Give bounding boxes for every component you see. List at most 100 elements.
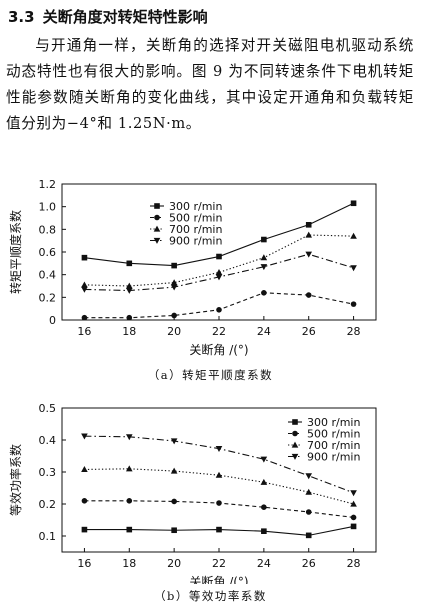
data-point [261, 236, 267, 243]
x-axis-label: 关断角 /(°) [189, 342, 248, 357]
y-tick-label: 0 [49, 314, 56, 327]
data-point [260, 254, 268, 261]
legend-label: 700 r/min [307, 439, 360, 452]
data-point [81, 314, 88, 321]
data-point [305, 532, 312, 539]
legend-label: 900 r/min [307, 451, 360, 464]
x-tick-label: 22 [212, 557, 226, 570]
x-tick-label: 18 [122, 325, 136, 338]
data-point [260, 478, 268, 485]
data-point [81, 254, 88, 261]
x-tick-label: 24 [257, 557, 271, 570]
data-point [81, 466, 88, 473]
x-tick-label: 28 [347, 557, 361, 570]
data-point [216, 500, 222, 506]
legend-label: 500 r/min [169, 212, 222, 225]
data-point [125, 465, 133, 472]
data-point [350, 200, 357, 207]
series-line [84, 292, 354, 319]
x-tick-label: 16 [77, 325, 91, 338]
x-tick-label: 24 [257, 325, 271, 338]
data-point [126, 498, 133, 504]
y-tick-label: 0.5 [39, 402, 57, 415]
data-point [215, 274, 223, 281]
data-point [81, 498, 88, 504]
y-axis-label: 转矩平顺度系数 [8, 210, 23, 294]
x-tick-label: 20 [167, 325, 181, 338]
data-point [81, 433, 88, 440]
legend-label: 500 r/min [307, 428, 360, 441]
legend-marker [154, 214, 160, 221]
data-point [305, 222, 312, 228]
section-title: 关断角度对转矩特性影响 [42, 8, 208, 26]
legend-marker [153, 237, 161, 244]
legend-marker [153, 225, 161, 232]
data-point [170, 467, 178, 474]
data-point [260, 264, 268, 271]
data-point [170, 438, 178, 445]
data-point [171, 498, 177, 505]
data-point [305, 292, 312, 298]
caption-b: （b）等效功率系数 [154, 589, 267, 603]
data-point [261, 528, 267, 534]
data-point [305, 488, 313, 495]
data-point [126, 526, 133, 533]
data-point [215, 269, 223, 275]
y-tick-label: 0.3 [39, 466, 57, 479]
y-tick-label: 0.4 [39, 269, 57, 282]
x-tick-label: 28 [347, 325, 361, 338]
data-point [350, 490, 357, 497]
legend-marker [292, 430, 298, 437]
y-tick-label: 0.4 [39, 434, 57, 447]
body-paragraph: 与开通角一样，关断角的选择对开关磁阻电机驱动系统动态特性也有很大的影响。图 9 … [6, 33, 414, 137]
data-point [81, 526, 88, 533]
data-point [350, 514, 357, 521]
x-tick-label: 20 [167, 557, 181, 570]
data-point [170, 284, 178, 291]
x-tick-label: 16 [77, 557, 91, 570]
data-point [216, 526, 222, 533]
chart-equivalent-power: 16 18 20 22 24 26 28 0.1 0.2 0.3 0.4 0.5 关断角 /(°) 等效功… [8, 402, 377, 584]
data-point [350, 523, 357, 530]
y-tick-label: 0.8 [39, 223, 57, 236]
data-point [125, 282, 133, 289]
data-point [350, 265, 357, 272]
data-point [305, 473, 313, 480]
x-tick-label: 22 [212, 325, 226, 338]
data-point [305, 231, 313, 238]
y-axis-label: 等效功率系数 [8, 444, 23, 516]
chart-torque-smoothness: 16 18 20 22 24 26 28 0 0.2 0.4 0.6 0.8 1.0 1.2 关断角 /(°… [8, 178, 377, 357]
legend-marker [291, 453, 299, 460]
y-tick-label: 0.1 [39, 530, 57, 543]
data-point [215, 446, 223, 453]
data-point [216, 307, 222, 313]
caption-a: （a）转矩平顺度系数 [147, 368, 274, 382]
data-point [261, 290, 267, 296]
legend-marker [292, 419, 298, 425]
data-point [305, 509, 312, 515]
data-point [125, 434, 133, 441]
legend-label: 300 r/min [169, 200, 222, 213]
data-point [350, 500, 357, 507]
data-point [171, 262, 177, 269]
data-point [81, 281, 88, 288]
y-tick-label: 0.2 [39, 291, 57, 304]
data-point [126, 260, 133, 267]
data-point [81, 286, 88, 293]
y-tick-label: 1.0 [39, 201, 57, 214]
legend-marker [154, 203, 160, 209]
section-heading: 3.3 关断角度对转矩特性影响 [8, 6, 413, 28]
legend-marker [291, 441, 299, 448]
data-point [125, 287, 133, 294]
data-point [170, 279, 178, 286]
paragraph-text: 与开通角一样，关断角的选择对开关磁阻电机驱动系统动态特性也有很大的影响。图 9 … [6, 37, 414, 132]
y-tick-label: 1.2 [39, 178, 57, 191]
y-tick-label: 0.2 [39, 498, 57, 511]
x-tick-label: 26 [302, 557, 316, 570]
data-point [350, 232, 357, 239]
legend-label: 700 r/min [169, 223, 222, 236]
data-point [261, 504, 267, 510]
y-tick-label: 0.6 [39, 246, 57, 259]
data-point [305, 251, 313, 258]
data-point [171, 312, 177, 319]
